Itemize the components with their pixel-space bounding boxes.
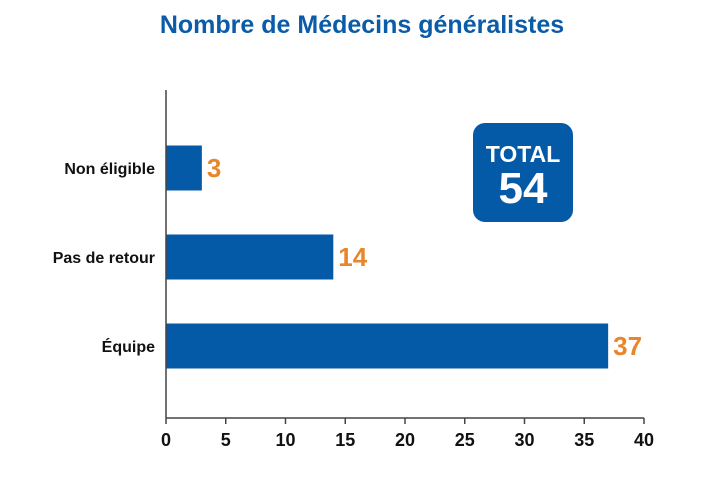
x-tick-label: 30 <box>514 430 534 450</box>
value-label-non-eligible: 3 <box>207 153 221 183</box>
value-label-equipe: 37 <box>613 331 642 361</box>
total-label: TOTAL <box>486 141 561 167</box>
bar-pas-de-retour <box>166 234 334 280</box>
category-label-pas-de-retour: Pas de retour <box>53 250 155 267</box>
x-tick-label: 5 <box>221 430 231 450</box>
x-tick-label: 40 <box>634 430 654 450</box>
x-tick-label: 0 <box>161 430 171 450</box>
chart-title: Nombre de Médecins généralistes <box>160 11 564 39</box>
x-tick-label: 20 <box>395 430 415 450</box>
x-tick-label: 15 <box>335 430 355 450</box>
bar-non-eligible <box>166 145 202 191</box>
bar-equipe <box>166 323 609 369</box>
x-tick-label: 35 <box>574 430 594 450</box>
category-label-non-eligible: Non éligible <box>64 161 155 178</box>
x-tick-label: 10 <box>275 430 295 450</box>
total-box-background <box>473 123 573 222</box>
total-value: 54 <box>499 164 548 213</box>
total-box: TOTAL 54 <box>473 123 573 222</box>
value-label-pas-de-retour: 14 <box>338 242 367 272</box>
category-label-equipe: Équipe <box>102 337 155 356</box>
x-tick-label: 25 <box>455 430 475 450</box>
